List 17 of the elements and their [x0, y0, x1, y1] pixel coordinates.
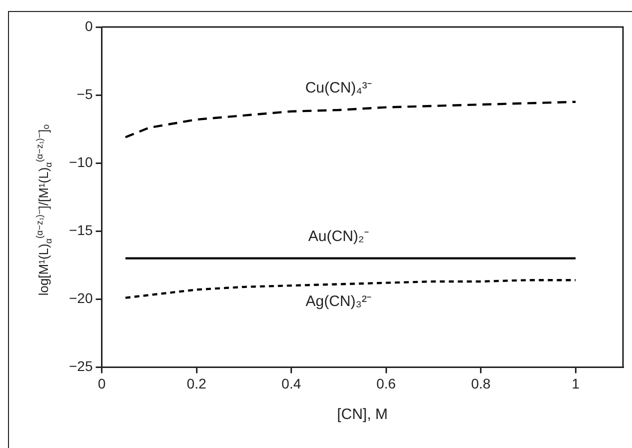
x-tick-label: 0.8	[471, 375, 491, 392]
y-tick-label: −5	[76, 86, 93, 102]
y-tick-label: −15	[69, 222, 93, 238]
x-tick-label: 0.4	[282, 375, 302, 392]
y-tick-label: −25	[69, 358, 93, 374]
x-tick-label: 0.2	[186, 375, 206, 392]
y-tick-label: −20	[69, 290, 93, 306]
x-tick-label: 0.6	[376, 375, 396, 392]
series-label: Au(CN)₂⁻	[308, 228, 370, 245]
series-label: Cu(CN)₄³⁻	[305, 80, 372, 97]
y-tick-label: −10	[69, 154, 93, 170]
x-tick-label: 0	[98, 375, 106, 392]
x-axis-title: [CN], M	[336, 406, 388, 424]
line-series	[124, 100, 577, 138]
x-tick-label: 1	[572, 375, 580, 392]
y-tick-label: 0	[84, 18, 93, 34]
series-label: Ag(CN)₃²⁻	[306, 292, 372, 310]
